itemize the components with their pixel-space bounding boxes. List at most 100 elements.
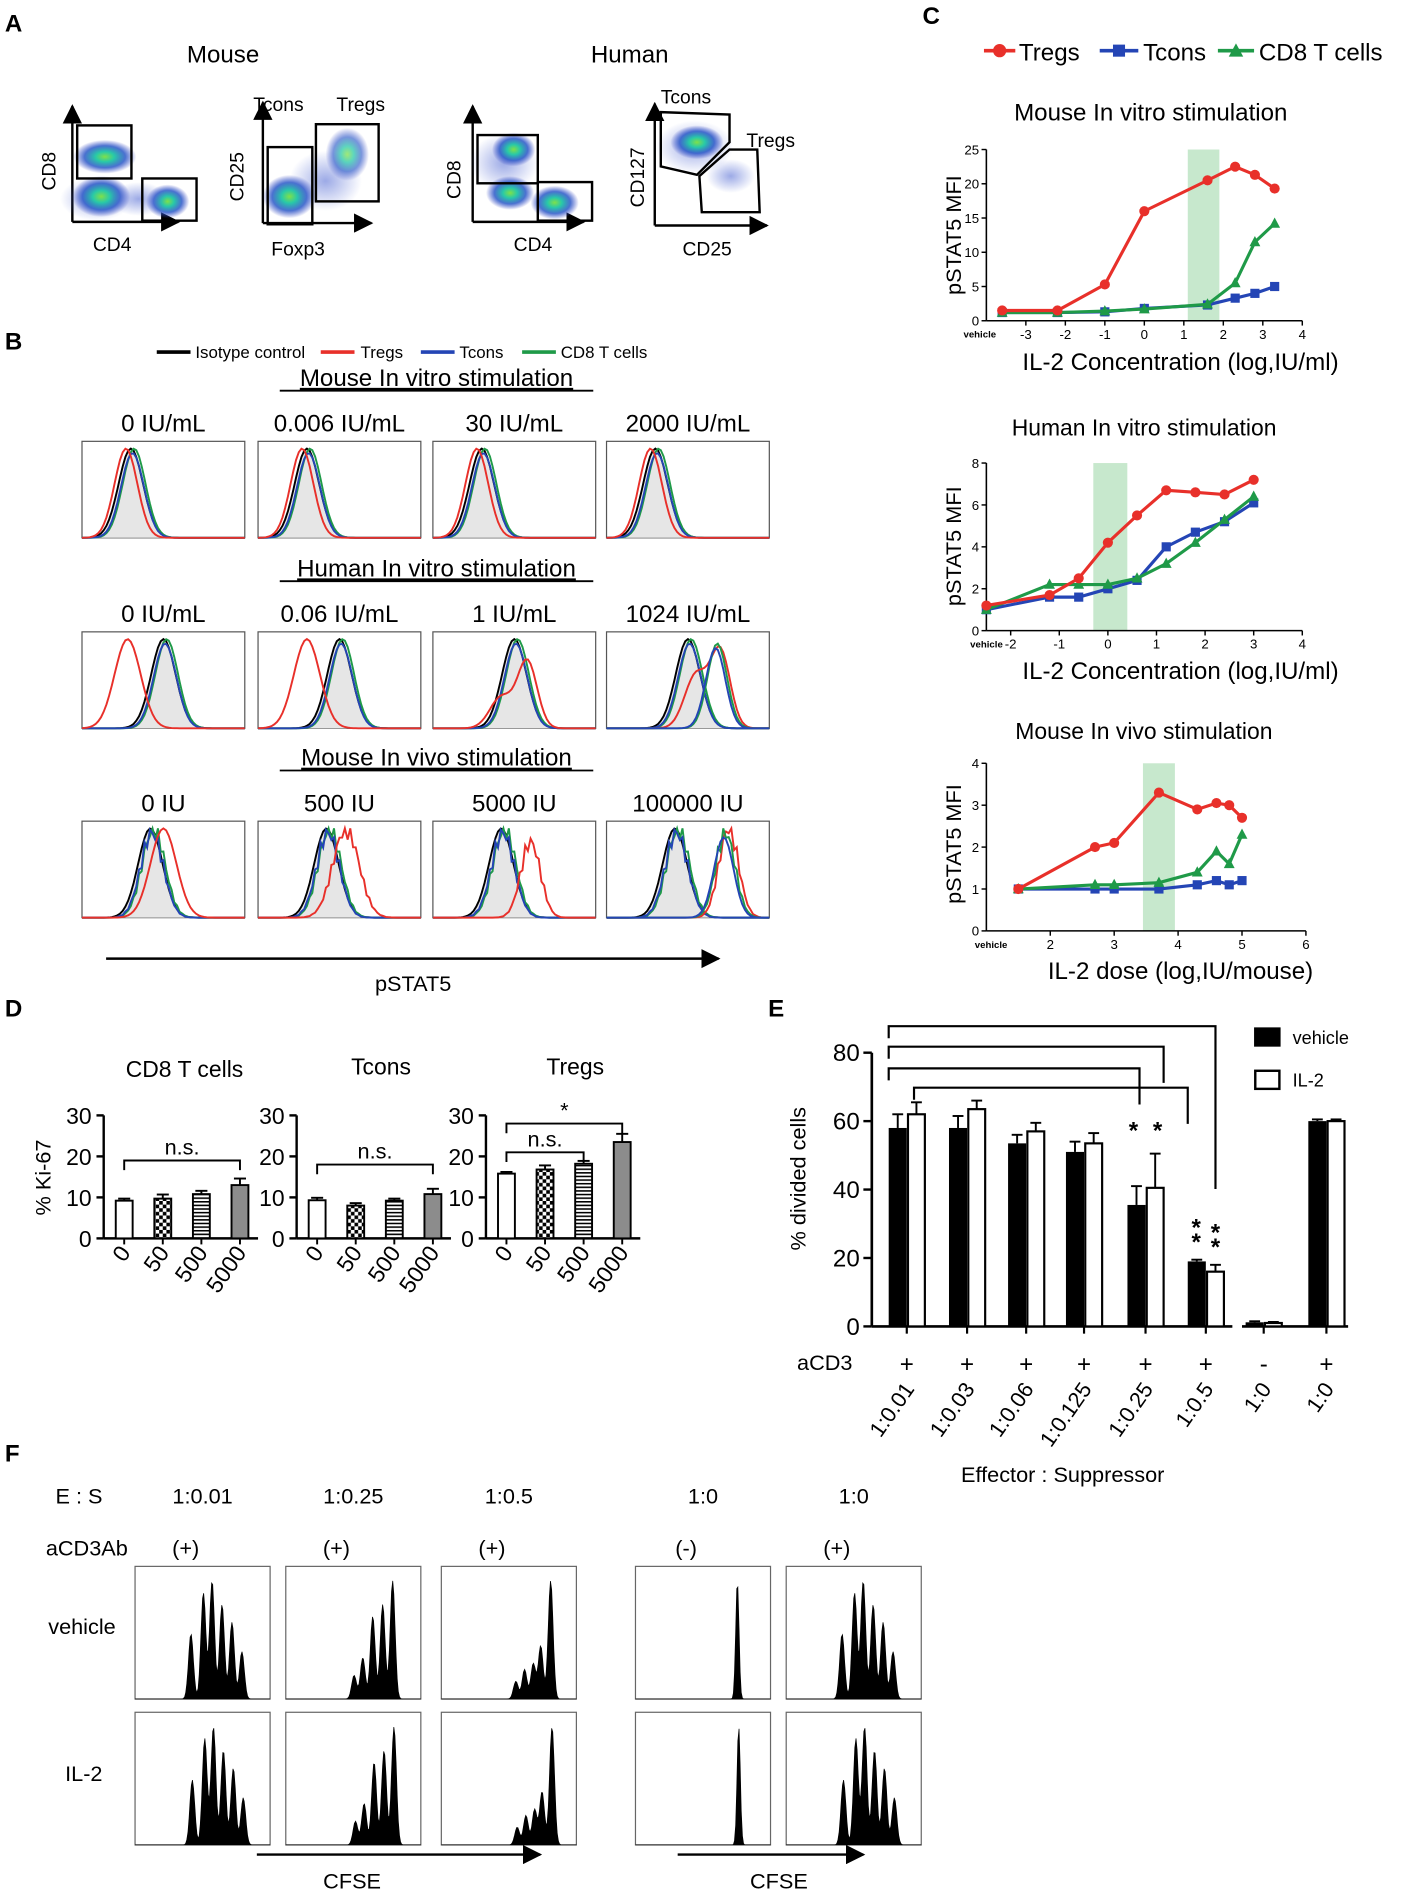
b-dose-label: 500 IU: [304, 791, 375, 818]
c-xtick-label: 2: [1047, 937, 1054, 952]
c-legend: Tregs Tcons CD8 T cells: [983, 39, 1383, 66]
d-xtick-label: 5000: [583, 1241, 634, 1298]
c-ytick-label: 20: [964, 177, 979, 192]
c-point-cd8: [1153, 876, 1165, 887]
f-histogram: [634, 1565, 772, 1700]
c-ytick-label: 2: [972, 840, 979, 855]
f-histogram: [440, 1711, 577, 1846]
e-legend: vehicle IL-2: [1254, 1027, 1349, 1090]
e-bar-il2: [1205, 1270, 1226, 1328]
d-bar: [612, 1141, 632, 1240]
c-point-cd8: [1219, 513, 1230, 524]
c-ytick-label: 15: [964, 211, 979, 226]
mouse-title: Mouse: [187, 42, 259, 69]
f-acd3-value: (+): [478, 1536, 505, 1561]
e-legend-swatch-vehicle: [1254, 1027, 1281, 1047]
panel-label-a: A: [5, 10, 22, 37]
e-star-il2: *: [1153, 1117, 1163, 1144]
d-sig-bracket: [316, 1163, 434, 1175]
e-ratio-label: 1:0.01: [864, 1378, 919, 1442]
c-vehicle-label: vehicle: [970, 640, 1003, 651]
a2-gate-tcons: Tcons: [253, 95, 303, 116]
c-ytick-label: 8: [972, 456, 979, 471]
c-point-cd8: [1131, 572, 1143, 583]
a4-gate-tcons: Tcons: [661, 88, 711, 109]
c-point-cd8: [1138, 303, 1150, 314]
c-point-cd8: [1099, 305, 1111, 316]
b-histogram: [605, 440, 770, 539]
c-xtick-label: 2: [1220, 327, 1227, 342]
c2-title: Human In vitro stimulation: [1012, 414, 1277, 440]
d-bar: [574, 1162, 594, 1240]
c-xtick-label: 3: [1250, 637, 1257, 652]
b-row-title: Mouse In vivo stimulation: [301, 745, 572, 772]
c-vehicle-label: vehicle: [963, 330, 996, 341]
d-xtick-label: 0: [489, 1241, 518, 1266]
c-point-tcons: [1154, 884, 1164, 894]
e-ratio-label: 1:0.25: [1103, 1378, 1158, 1442]
f-row-vehicle: vehicle: [48, 1614, 116, 1639]
c-series-line: [1002, 222, 1276, 315]
facs-plot-human-cd25-cd127: Tcons Tregs CD25 CD127: [628, 88, 795, 261]
f-acd3-label: aCD3Ab: [46, 1536, 128, 1561]
b-legend: Isotype control Tregs Tcons CD8 T cells: [156, 343, 647, 362]
d-ytick-label: 20: [66, 1144, 91, 1170]
c-ytick-label: 0: [972, 623, 979, 638]
c-ytick-label: 1: [972, 882, 979, 897]
b-histogram: [605, 820, 770, 919]
e-sig-bracket: [887, 1067, 1141, 1105]
e-bar-il2: [1326, 1120, 1346, 1328]
d-ytick-label: 30: [66, 1103, 91, 1129]
c-ylabel: pSTAT5 MFI: [941, 175, 966, 295]
c-xtick-label: 1: [1153, 637, 1160, 652]
e-star-il2: *: [1211, 1220, 1221, 1247]
c-point-tregs: [1013, 883, 1024, 895]
e-ytick-label: 40: [833, 1177, 860, 1204]
d-bar: [346, 1204, 366, 1240]
f-histogram: [785, 1565, 922, 1700]
panel-b: B Isotype control Tregs Tcons CD8 T cell…: [5, 329, 770, 996]
c-xtick-label: 5: [1238, 937, 1245, 952]
c-ytick-label: 2: [972, 582, 979, 597]
e-acd3-value: +: [1199, 1351, 1213, 1378]
e-star-il2: *: [1211, 1234, 1221, 1261]
f-histogram: [134, 1711, 271, 1846]
c-point-tregs: [981, 600, 992, 611]
c-point-tcons: [1161, 542, 1171, 552]
b-histogram: [81, 820, 246, 919]
e-bar-vehicle: [1187, 1261, 1206, 1327]
c-point-tcons: [1230, 293, 1240, 303]
human-title: Human: [591, 42, 669, 69]
d-subplot-title: Tcons: [351, 1053, 411, 1079]
a2-xlabel: Foxp3: [271, 240, 325, 261]
panel-label-e: E: [768, 996, 784, 1023]
c-point-tcons: [1190, 527, 1200, 537]
c-ytick-label: 0: [972, 314, 979, 329]
e-legend-swatch-il2: [1254, 1069, 1281, 1091]
d-ytick-label: 20: [448, 1144, 473, 1170]
chart-c2-human-in-vitro: 0 2 4 6 8 -2 -1 0 1 2 3 4 vehicle pSTAT5 MFI IL-2 Conc…: [941, 456, 1339, 685]
c-point-tcons: [1270, 281, 1280, 292]
c-xtick-label: -1: [1053, 637, 1065, 652]
d-bar: [384, 1199, 404, 1240]
b-histogram: [605, 631, 770, 730]
e-bar-vehicle: [1065, 1151, 1085, 1327]
a1-xlabel: CD4: [93, 235, 132, 256]
c-point-tregs: [1052, 305, 1063, 316]
d-xtick-label: 5000: [201, 1241, 252, 1298]
f-histogram: [134, 1565, 271, 1700]
f-histogram: [785, 1711, 922, 1846]
c-point-cd8: [1044, 578, 1055, 589]
c-point-cd8: [1102, 578, 1114, 589]
c-xtick-label: 0: [1104, 637, 1111, 652]
e-ratio-label: 1:0.06: [984, 1378, 1039, 1442]
c-point-cd8: [1269, 217, 1281, 228]
d-sig-label: n.s.: [358, 1139, 393, 1164]
c-point-tregs: [997, 305, 1008, 316]
f-acd3-value: (-): [675, 1536, 697, 1561]
b-histogram: [432, 631, 597, 730]
chart-c1-mouse-in-vitro: 0 5 10 15 20 25 -3 -2 -1 0 1 2 3 4 vehicle pSTAT5 MFI IL…: [941, 142, 1339, 376]
panel-label-c: C: [922, 3, 939, 30]
c-point-tregs: [1211, 798, 1222, 809]
f-ratio-label: 1:0.25: [323, 1484, 383, 1509]
